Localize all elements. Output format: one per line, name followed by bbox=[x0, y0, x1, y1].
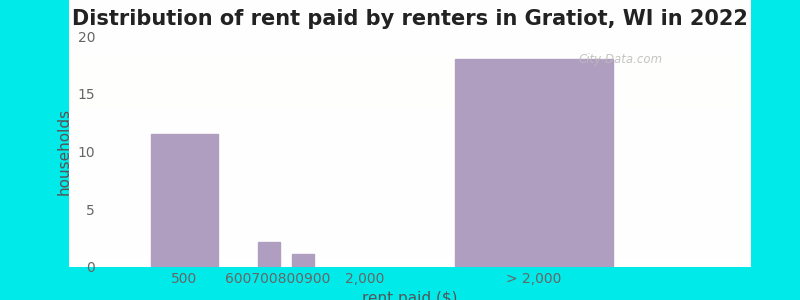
Bar bbox=[455, 59, 613, 267]
Text: City-Data.com: City-Data.com bbox=[578, 52, 663, 66]
Y-axis label: households: households bbox=[57, 108, 72, 195]
Bar bbox=[258, 242, 280, 267]
X-axis label: rent paid ($): rent paid ($) bbox=[362, 291, 458, 300]
Bar bbox=[150, 134, 218, 267]
Bar bbox=[292, 254, 314, 267]
Title: Distribution of rent paid by renters in Gratiot, WI in 2022: Distribution of rent paid by renters in … bbox=[72, 9, 748, 29]
